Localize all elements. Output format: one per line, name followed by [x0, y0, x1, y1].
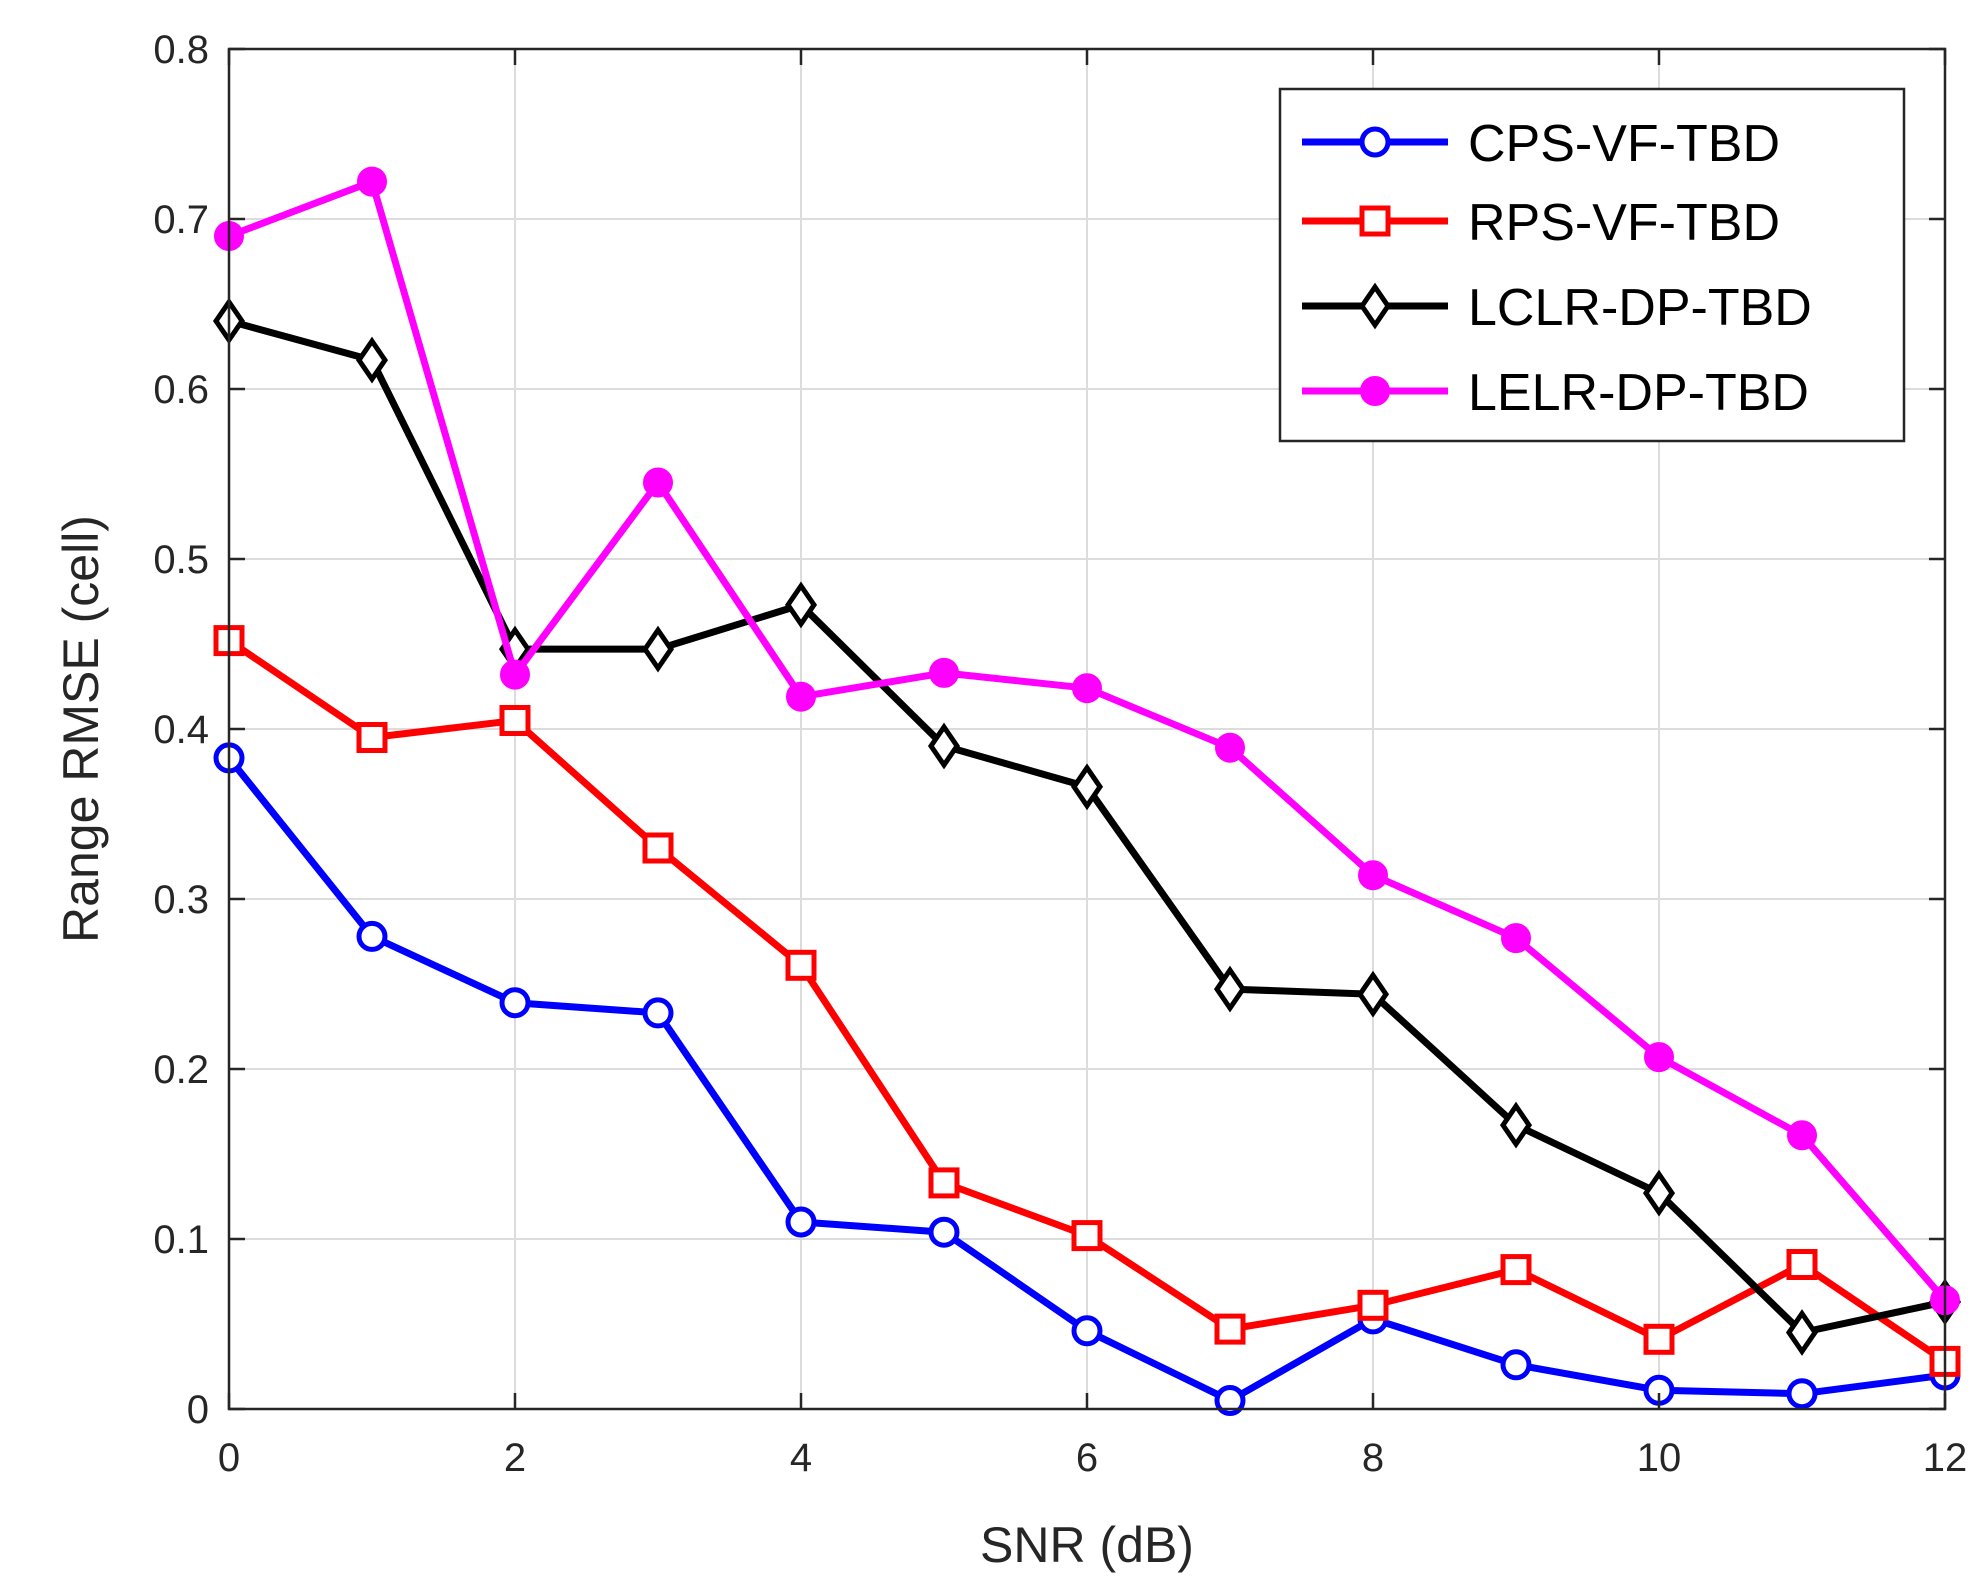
- y-tick-label: 0.8: [153, 28, 209, 72]
- axis-ticks: [227, 47, 1947, 1411]
- data-point: [357, 166, 387, 197]
- data-point: [785, 949, 817, 981]
- x-tick-label: 2: [504, 1436, 526, 1480]
- data-point: [1786, 1249, 1818, 1280]
- data-point: [643, 467, 673, 498]
- data-point: [1642, 1169, 1676, 1217]
- data-point: [928, 1167, 960, 1199]
- data-point: [1356, 970, 1390, 1018]
- tick-labels: 0 2 4 6 8 10 12 0 0.1 0.2 0.3 0.4 0.5 0.6 0.7 0.8: [153, 28, 1967, 1480]
- legend-item: CPS-VF-TBD: [1302, 115, 1780, 173]
- y-tick-label: 0.3: [153, 878, 209, 922]
- data-point: [1786, 1378, 1818, 1410]
- x-tick-label: 0: [218, 1436, 240, 1480]
- data-point: [1214, 1385, 1246, 1416]
- data-point: [1643, 1323, 1675, 1355]
- data-point: [1500, 1254, 1532, 1286]
- data-point: [928, 1216, 960, 1248]
- data-point: [785, 1206, 817, 1238]
- x-axis-title: SNR (dB): [980, 1517, 1194, 1573]
- data-point: [1499, 1101, 1533, 1149]
- y-tick-label: 0.6: [153, 368, 209, 412]
- data-point: [786, 681, 816, 712]
- data-point: [1787, 1120, 1817, 1151]
- data-point: [356, 920, 388, 952]
- data-point: [641, 625, 675, 673]
- data-point: [929, 657, 959, 688]
- data-point: [927, 722, 961, 770]
- x-tick-label: 10: [1637, 1436, 1682, 1480]
- data-point: [1072, 673, 1102, 704]
- y-tick-label: 0: [187, 1388, 209, 1432]
- data-point: [1644, 1042, 1674, 1073]
- data-point: [1500, 1349, 1532, 1381]
- data-point: [499, 987, 531, 1019]
- legend-label: CPS-VF-TBD: [1468, 115, 1780, 173]
- legend-label: LELR-DP-TBD: [1468, 364, 1809, 422]
- y-tick-label: 0.2: [153, 1048, 209, 1092]
- y-tick-label: 0.1: [153, 1218, 209, 1262]
- legend-label: RPS-VF-TBD: [1468, 194, 1780, 252]
- x-tick-label: 6: [1076, 1436, 1098, 1480]
- data-point: [642, 997, 674, 1029]
- data-point: [356, 722, 388, 753]
- data-point: [1357, 1289, 1389, 1321]
- legend-marker: [1359, 126, 1391, 158]
- data-point: [1070, 763, 1104, 811]
- legend-label: LCLR-DP-TBD: [1468, 279, 1812, 337]
- data-point: [1071, 1220, 1103, 1252]
- data-point: [500, 659, 530, 690]
- legend-item: LCLR-DP-TBD: [1302, 279, 1812, 337]
- data-point: [1501, 923, 1531, 954]
- y-tick-label: 0.7: [153, 198, 209, 242]
- y-tick-label: 0.4: [153, 708, 209, 752]
- series-lelr-dp-tbd: [214, 166, 1960, 1316]
- legend-marker: [1360, 376, 1390, 406]
- y-axis-title: Range RMSE (cell): [53, 515, 109, 943]
- legend-marker: [1359, 205, 1391, 237]
- data-point: [1213, 965, 1247, 1013]
- data-point: [1358, 860, 1388, 891]
- data-point: [642, 832, 674, 864]
- legend-item: RPS-VF-TBD: [1302, 194, 1780, 252]
- x-tick-label: 4: [790, 1436, 812, 1480]
- legend-item: LELR-DP-TBD: [1302, 364, 1809, 422]
- data-point: [1215, 732, 1245, 763]
- x-tick-label: 8: [1362, 1436, 1384, 1480]
- data-point: [1071, 1315, 1103, 1347]
- legend: CPS-VF-TBD RPS-VF-TBD LCLR-DP-TBD LELR-DP-T…: [1278, 87, 1906, 443]
- x-tick-label: 12: [1923, 1436, 1968, 1480]
- legend-marker: [1358, 282, 1392, 330]
- data-point: [355, 336, 389, 384]
- series-rps-vf-tbd: [213, 625, 1961, 1377]
- data-point: [784, 581, 818, 629]
- data-point: [1214, 1313, 1246, 1345]
- data-point: [1785, 1309, 1819, 1356]
- y-tick-label: 0.5: [153, 538, 209, 582]
- data-point: [499, 705, 531, 736]
